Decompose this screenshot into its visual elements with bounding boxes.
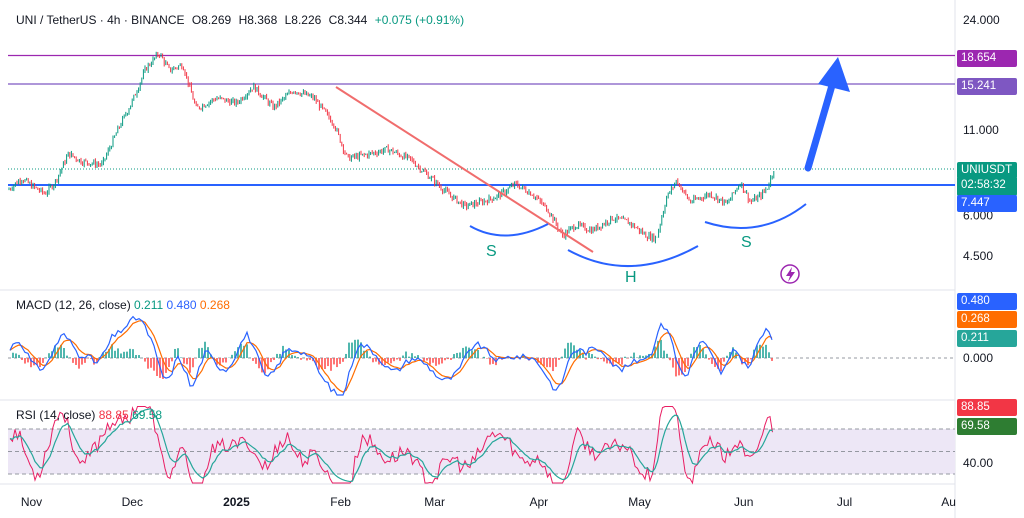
rsi-legend[interactable]: RSI (14, close) 88.85 69.58 [16,408,162,422]
descending-trendline [335,86,594,253]
macd-hist-value: 0.211 [134,298,164,312]
rsi-title: RSI (14, close) [16,408,96,422]
lightning-bolt [786,267,795,282]
macd-tag-b: 0.268 [957,311,1017,328]
rsi-tag-b: 69.58 [957,418,1017,435]
right-shoulder-label: S [741,234,752,251]
macd-tick: 0.000 [963,351,993,365]
rsi-value: 88.85 [98,408,129,422]
price-tick: 4.500 [963,249,993,263]
rsi-tag-a: 88.85 [957,399,1017,416]
price-tick: 24.000 [963,13,1000,27]
macd-line-value: 0.480 [166,298,197,312]
right-shoulder-arc [704,203,807,229]
breakout-arrow-head [818,57,850,92]
macd-signal-line [9,320,773,393]
price-tick: 11.000 [963,123,999,137]
time-label: Dec [122,495,143,509]
change-value: +0.075 (+0.91%) [374,13,465,27]
macd-line [9,315,773,396]
left-shoulder-arc [469,223,549,237]
left-shoulder-label: S [486,243,497,260]
macd-title: MACD (12, 26, close) [16,298,131,312]
open-value: O8.269 [191,13,232,27]
symbol-title[interactable]: UNI / TetherUS · 4h · BINANCE [16,13,185,27]
high-value: H8.368 [238,13,278,27]
head-label: H [625,269,637,286]
symbol-tag: UNIUSDT [957,162,1017,179]
head-arc [567,245,699,267]
low-value: L8.226 [284,13,322,27]
level-tag-18654: 18.654 [957,50,1017,67]
time-label: Jul [837,495,852,509]
time-label: Feb [330,495,351,509]
macd-legend[interactable]: MACD (12, 26, close) 0.211 0.480 0.268 [16,298,230,312]
time-label: Nov [21,495,42,509]
level-tag-15241: 15.241 [957,78,1017,95]
time-label: Mar [424,495,445,509]
macd-tag-a: 0.480 [957,293,1017,310]
rsi-tick: 40.00 [963,456,993,470]
rsi-ma-line [9,408,773,483]
chart-header: UNI / TetherUS · 4h · BINANCE O8.269 H8.… [16,13,464,27]
time-label: Apr [529,495,548,509]
time-label: Jun [734,495,753,509]
rsi-ma-value: 69.58 [132,408,163,422]
close-value: C8.344 [328,13,368,27]
countdown-tag: 02:58:32 [957,178,1017,193]
breakout-arrow-shaft [804,78,837,172]
macd-tag-c: 0.211 [957,330,1017,347]
time-label: Au [941,495,956,509]
macd-signal-value: 0.268 [199,298,230,312]
time-label: 2025 [223,495,250,509]
time-label: May [628,495,651,509]
support-tag: 7.447 [957,195,1017,212]
